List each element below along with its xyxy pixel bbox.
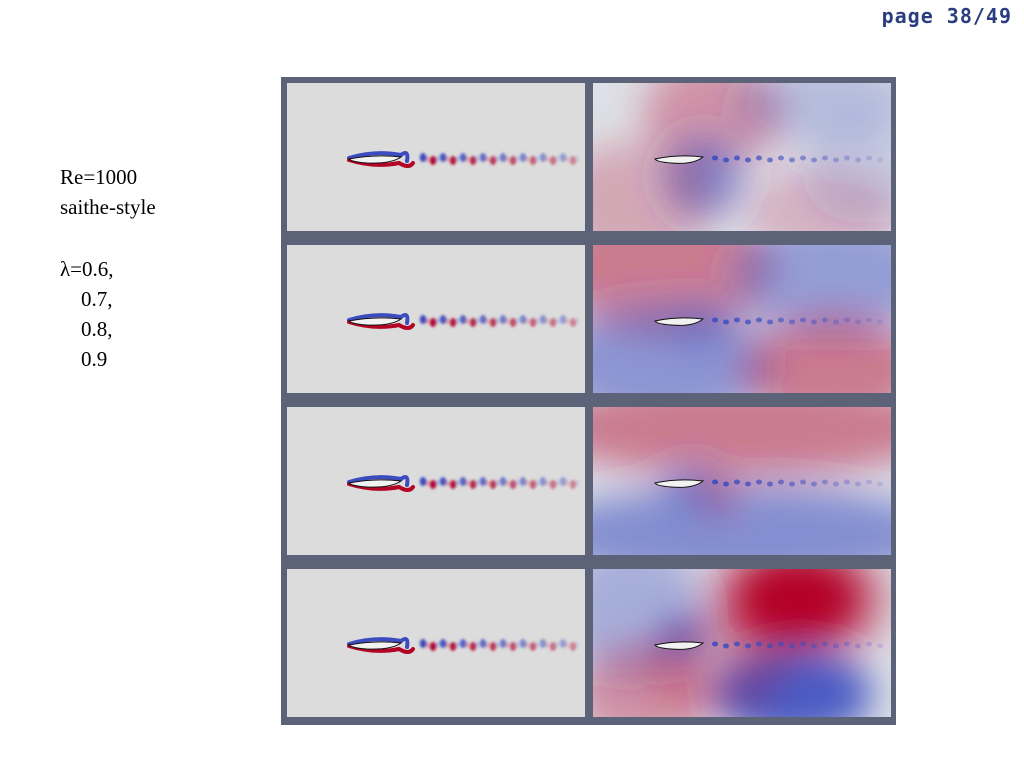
vorticity-field [287, 407, 585, 555]
vorticity-panel-2 [287, 245, 585, 393]
wake [712, 641, 883, 649]
vortex-street [419, 477, 579, 489]
vorticity-field [287, 569, 585, 717]
pressure-field [593, 83, 891, 231]
fish-body [654, 155, 705, 164]
vorticity-field [287, 245, 585, 393]
pressure-field [593, 407, 891, 555]
lambda-label: λ=0.6, [60, 257, 114, 281]
fish-body [347, 155, 403, 164]
caption: Re=1000 saithe-style λ=0.6, 0.7, 0.8, 0.… [60, 162, 156, 374]
fish-body [347, 479, 403, 488]
vorticity-panel-4 [287, 569, 585, 717]
vortex-street [419, 153, 579, 165]
pressure-blobs [593, 83, 891, 231]
fish-body [654, 317, 705, 326]
style-label: saithe-style [60, 195, 156, 219]
shear-layers [347, 151, 415, 168]
pressure-field [593, 245, 891, 393]
fish-body [654, 641, 705, 650]
reynolds-label: Re=1000 [60, 165, 138, 189]
pressure-panel-4 [593, 569, 891, 717]
page-number: page 38/49 [881, 4, 1012, 28]
lambda-value-4: 0.9 [60, 347, 108, 371]
fish-body [654, 479, 705, 488]
pressure-panel-2 [593, 245, 891, 393]
shear-layers [347, 313, 415, 330]
vorticity-field [287, 83, 585, 231]
vorticity-panel-1 [287, 83, 585, 231]
pressure-blobs [593, 245, 891, 393]
vorticity-panel-3 [287, 407, 585, 555]
fish-body [347, 317, 403, 326]
wake [712, 155, 883, 163]
pressure-panel-1 [593, 83, 891, 231]
pressure-blobs [593, 569, 891, 717]
fish-body [347, 641, 403, 650]
lambda-value-3: 0.8, [60, 317, 113, 341]
lambda-value-2: 0.7, [60, 287, 113, 311]
simulation-grid [281, 77, 896, 725]
shear-layers [347, 475, 415, 492]
vortex-street [419, 639, 579, 651]
pressure-panel-3 [593, 407, 891, 555]
wake [712, 479, 883, 487]
wake [712, 317, 883, 325]
pressure-blobs [593, 407, 891, 555]
pressure-field [593, 569, 891, 717]
shear-layers [347, 637, 415, 654]
vortex-street [419, 315, 579, 327]
